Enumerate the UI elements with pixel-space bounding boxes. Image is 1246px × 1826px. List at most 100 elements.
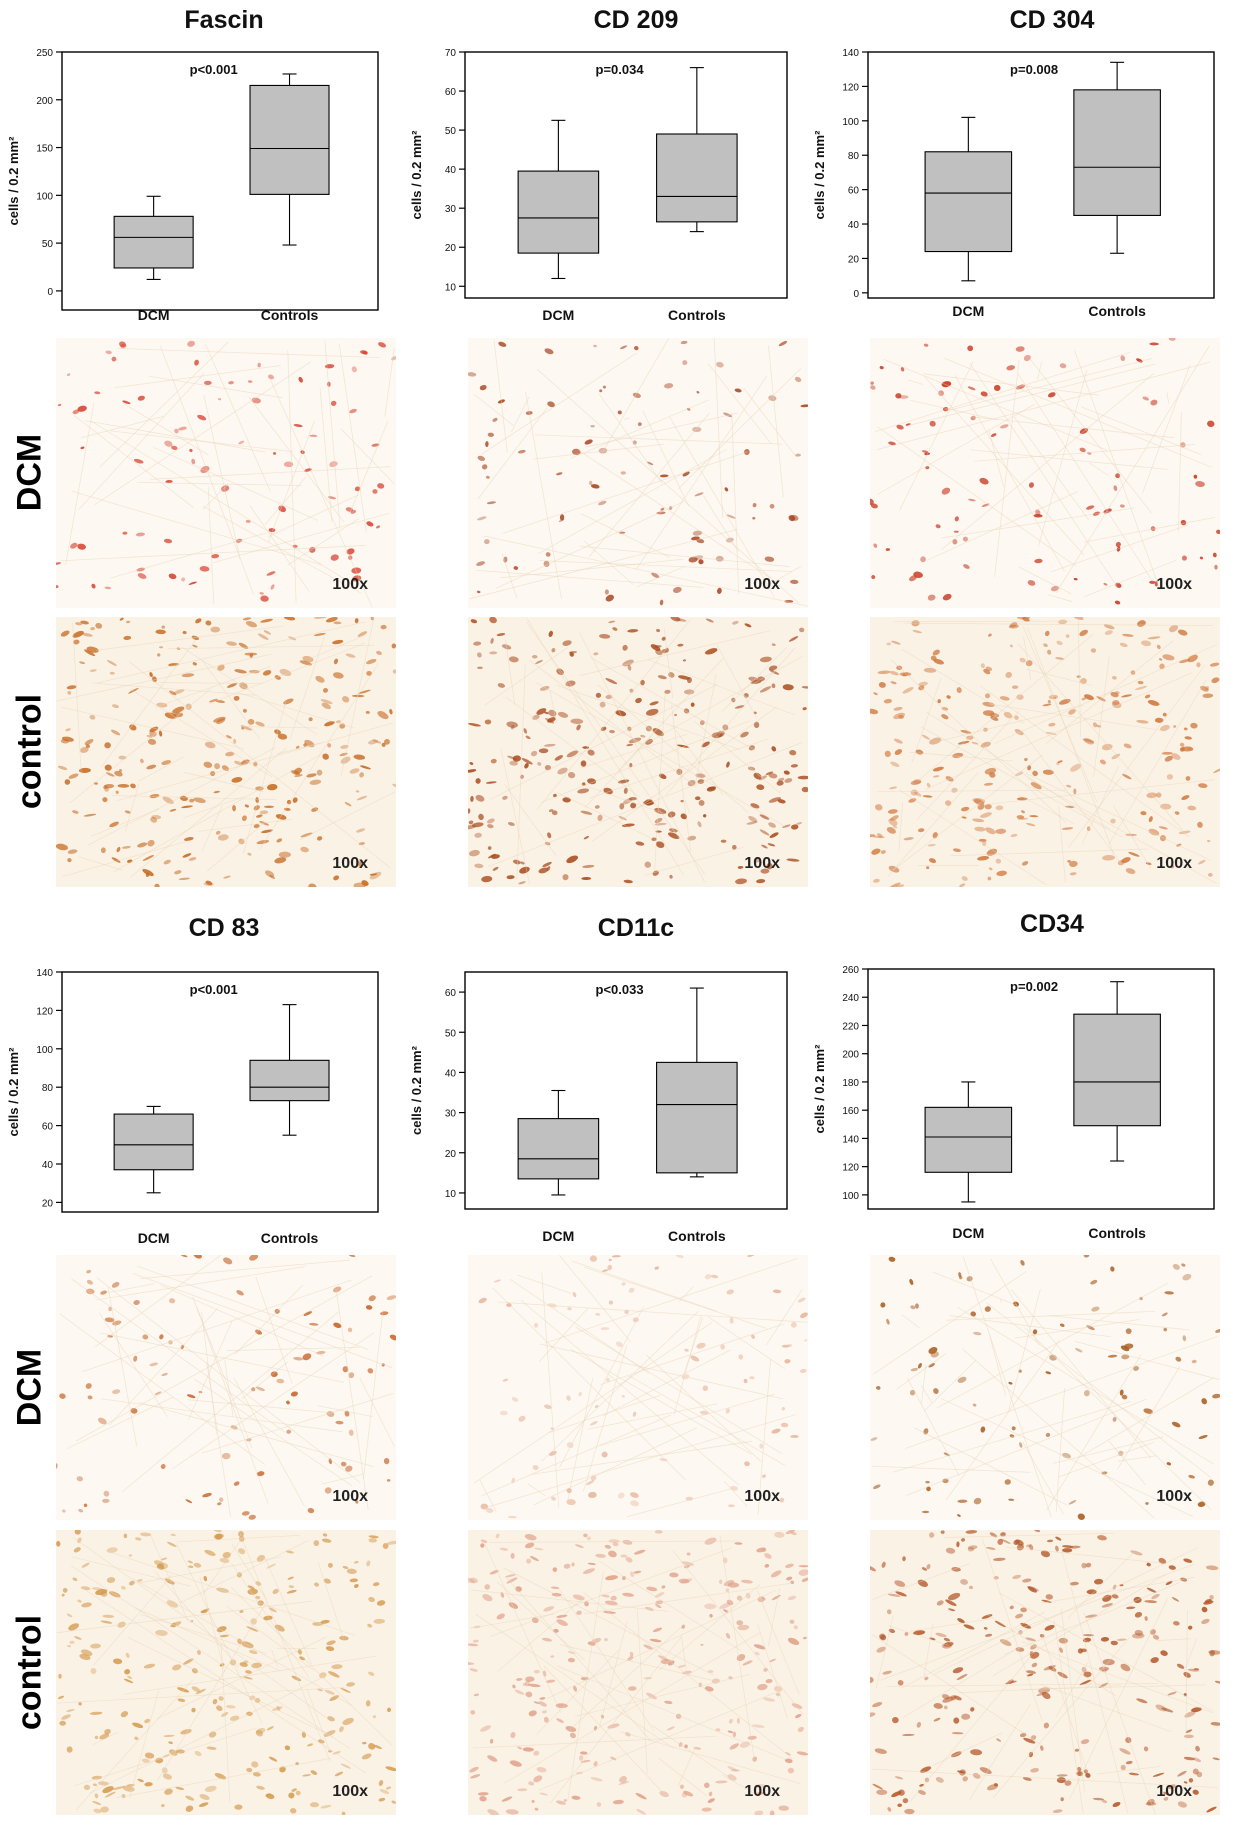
stained-cell bbox=[904, 1632, 909, 1636]
stained-cell bbox=[970, 1311, 977, 1317]
tissue-fiber bbox=[481, 352, 637, 455]
stained-cell bbox=[1144, 1616, 1148, 1621]
stained-cell bbox=[1083, 1390, 1090, 1397]
stained-cell bbox=[221, 485, 230, 492]
stained-cell bbox=[696, 391, 700, 394]
stained-cell bbox=[372, 1715, 377, 1719]
micrograph-control: 100x bbox=[56, 617, 396, 887]
stained-cell bbox=[566, 1442, 574, 1449]
stained-cell bbox=[367, 1623, 373, 1628]
tissue-fiber bbox=[877, 426, 1077, 567]
tissue-fiber bbox=[483, 1540, 562, 1713]
stained-cell bbox=[223, 875, 231, 879]
stained-cell bbox=[753, 721, 760, 729]
stained-cell bbox=[571, 1562, 575, 1567]
stained-cell bbox=[112, 1389, 121, 1395]
stained-cell bbox=[150, 816, 158, 823]
magnification-label: 100x bbox=[744, 1488, 780, 1505]
stained-cell bbox=[669, 1572, 679, 1578]
stained-cell bbox=[900, 367, 905, 372]
stained-cell bbox=[1020, 1607, 1027, 1613]
tissue-fiber bbox=[476, 569, 704, 588]
tissue-fiber bbox=[84, 1589, 367, 1774]
tissue-fiber bbox=[925, 711, 1110, 830]
stained-cell bbox=[766, 862, 773, 870]
stained-cell bbox=[743, 1378, 748, 1384]
stained-cell bbox=[1144, 1600, 1157, 1604]
stained-cell bbox=[953, 1695, 962, 1701]
stained-cell bbox=[604, 1600, 618, 1606]
stained-cell bbox=[268, 1607, 277, 1613]
stained-cell bbox=[696, 1342, 706, 1349]
stained-cell bbox=[86, 1279, 93, 1285]
tissue-fiber bbox=[94, 361, 311, 505]
stained-cell bbox=[1062, 1452, 1071, 1459]
stained-cell bbox=[56, 1540, 61, 1547]
stained-cell bbox=[486, 501, 496, 505]
y-tick-label: 80 bbox=[848, 151, 860, 162]
tissue-fiber bbox=[767, 345, 784, 498]
stained-cell bbox=[255, 1595, 261, 1600]
tissue-fiber bbox=[923, 373, 1099, 396]
stained-cell bbox=[319, 1672, 327, 1679]
stained-cell bbox=[933, 1388, 939, 1394]
tissue-fiber bbox=[654, 693, 666, 871]
stained-cell bbox=[149, 793, 160, 799]
stained-cell bbox=[302, 1353, 312, 1361]
stained-cell bbox=[355, 828, 366, 833]
tissue-fiber bbox=[875, 351, 1131, 433]
stained-cell bbox=[880, 1302, 886, 1308]
y-tick-label: 260 bbox=[842, 965, 859, 976]
magnification-label: 100x bbox=[744, 1783, 780, 1800]
stained-cell bbox=[573, 1685, 578, 1692]
stained-cell bbox=[1150, 526, 1156, 532]
stained-cell bbox=[309, 779, 322, 785]
stained-cell bbox=[204, 1785, 217, 1792]
tissue-fiber bbox=[107, 1286, 138, 1447]
stained-cell bbox=[781, 1407, 786, 1411]
stained-cell bbox=[619, 803, 625, 810]
tissue-fiber bbox=[923, 1359, 977, 1412]
stained-cell bbox=[368, 1596, 375, 1603]
stained-cell bbox=[169, 808, 177, 812]
tissue-fiber bbox=[623, 417, 630, 420]
tissue-fiber bbox=[72, 622, 82, 775]
stained-cell bbox=[468, 1643, 479, 1647]
stained-cell bbox=[957, 1376, 967, 1383]
stained-cell bbox=[1009, 1605, 1014, 1610]
stained-cell bbox=[708, 1791, 713, 1797]
tissue-fiber bbox=[533, 1427, 697, 1506]
tissue-fiber bbox=[98, 1312, 168, 1417]
stained-cell bbox=[163, 859, 171, 865]
tissue-fiber bbox=[202, 1539, 242, 1595]
stained-cell bbox=[895, 1591, 907, 1597]
stained-cell bbox=[1003, 711, 1013, 719]
stained-cell bbox=[697, 821, 702, 828]
stained-cell bbox=[1197, 1501, 1206, 1508]
stained-cell bbox=[85, 1288, 95, 1295]
tissue-fiber bbox=[1184, 1638, 1197, 1672]
stained-cell bbox=[213, 1533, 225, 1539]
stained-cell bbox=[707, 1798, 715, 1803]
stained-cell bbox=[175, 1786, 185, 1790]
stained-cell bbox=[890, 761, 900, 767]
tissue-fiber bbox=[957, 1306, 1214, 1465]
stained-cell bbox=[1081, 1562, 1087, 1569]
stained-cell bbox=[893, 738, 903, 744]
stained-cell bbox=[1204, 1598, 1212, 1604]
stained-cell bbox=[197, 1650, 201, 1655]
tissue-fiber bbox=[994, 644, 1218, 744]
stained-cell bbox=[768, 665, 778, 671]
y-tick-label: 10 bbox=[445, 1189, 457, 1200]
stained-cell bbox=[194, 1750, 202, 1757]
stained-cell bbox=[485, 441, 489, 448]
tissue-fiber bbox=[201, 659, 261, 740]
tissue-fiber bbox=[270, 380, 373, 608]
stained-cell bbox=[1112, 676, 1117, 680]
stained-cell bbox=[563, 1799, 567, 1802]
stained-cell bbox=[524, 763, 529, 769]
stained-cell bbox=[783, 770, 790, 775]
stained-cell bbox=[354, 1499, 359, 1504]
stained-cell bbox=[67, 849, 78, 854]
y-tick-label: 240 bbox=[842, 993, 859, 1004]
